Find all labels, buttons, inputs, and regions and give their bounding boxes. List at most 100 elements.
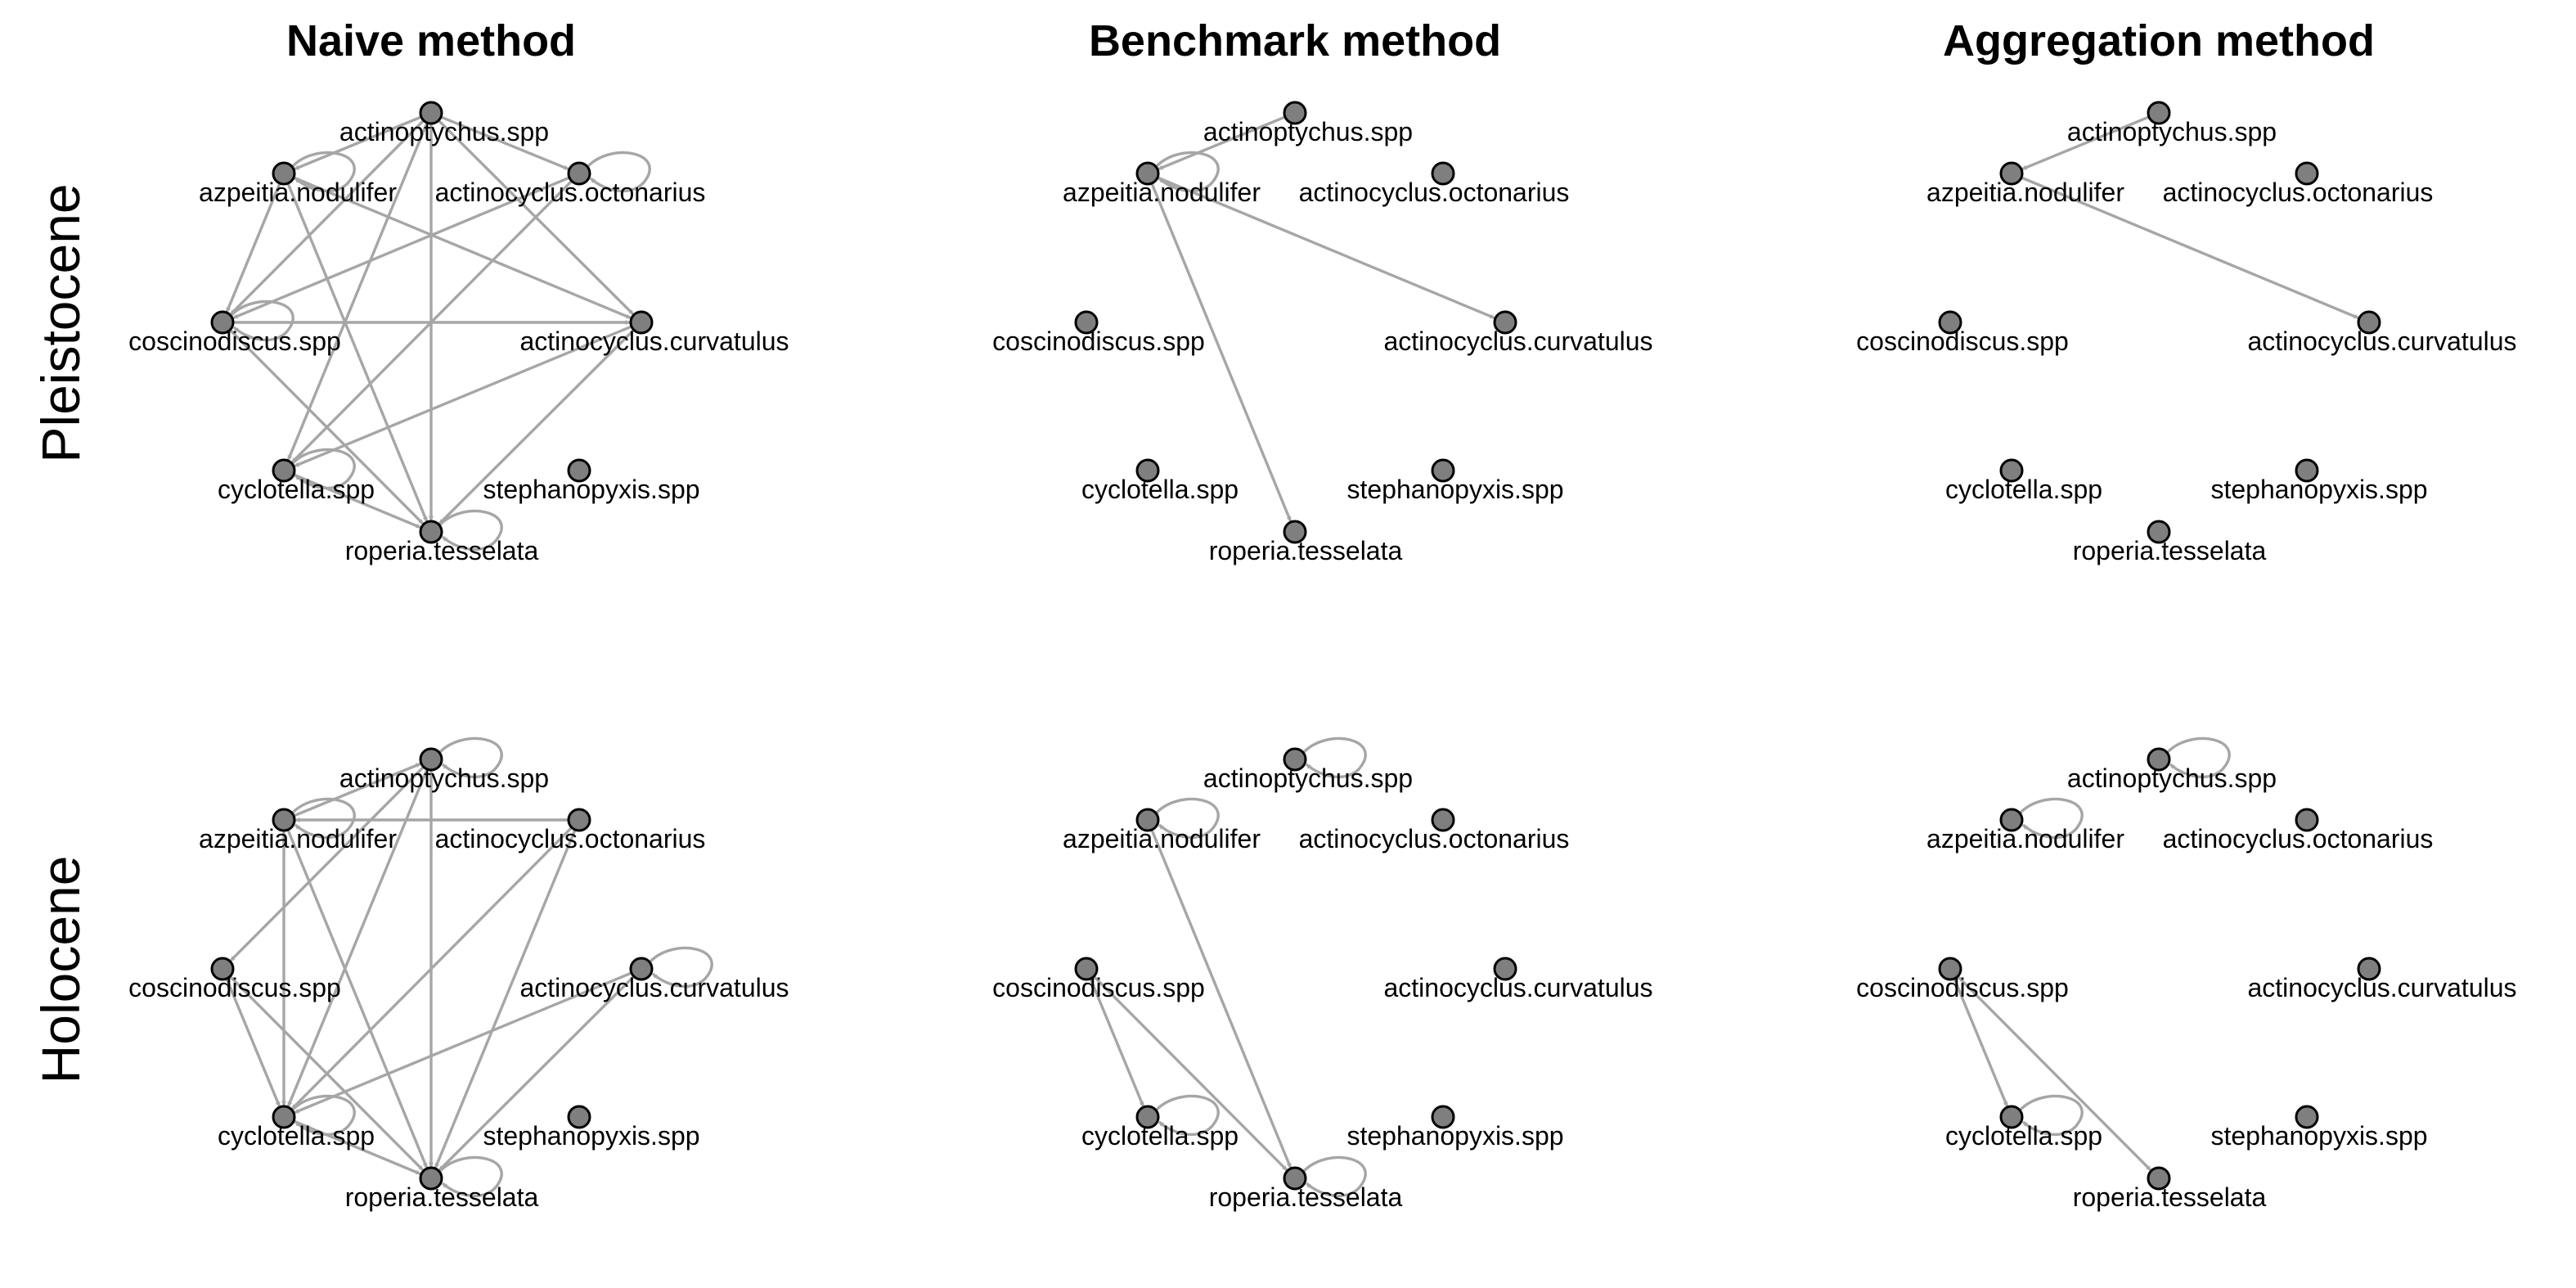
edge-cyc-to-rop bbox=[293, 1119, 421, 1176]
edge-azp-to-rop bbox=[1150, 829, 1292, 1169]
node-label-cos: coscinodiscus.spp bbox=[992, 327, 1205, 356]
node-label-cos: coscinodiscus.spp bbox=[1856, 973, 2069, 1002]
row-title-pleistocene: Pleistocene bbox=[30, 183, 91, 462]
node-label-cyc: cyclotella.spp bbox=[1945, 1121, 2102, 1151]
network-panel-pleistocene-benchmark: actinoptychus.spp azpeitia.nodulifer actin… bbox=[992, 101, 1653, 565]
self-loop-azp bbox=[2018, 797, 2084, 840]
node-act bbox=[419, 101, 443, 125]
edge-cos-to-rop bbox=[228, 975, 425, 1172]
node-label-ste: stephanopyxis.spp bbox=[1346, 1121, 1563, 1151]
network-panel-pleistocene-aggregation: actinoptychus.spp azpeitia.nodulifer actin… bbox=[1856, 101, 2517, 565]
node-label-oct: actinocyclus.octonarius bbox=[1299, 178, 1570, 207]
edge-act-to-cyc bbox=[286, 768, 429, 1107]
node-label-act: actinoptychus.spp bbox=[339, 763, 549, 793]
node-rop bbox=[419, 520, 443, 544]
node-oct bbox=[1431, 808, 1455, 832]
column-title-aggregation: Aggregation method bbox=[1943, 16, 2375, 65]
self-loop-oct bbox=[586, 151, 651, 193]
self-loop-cos bbox=[229, 299, 294, 342]
node-label-cyc: cyclotella.spp bbox=[218, 475, 375, 504]
node-oct bbox=[567, 808, 591, 832]
node-rop bbox=[2147, 1166, 2171, 1191]
edge-azp-to-cos bbox=[225, 182, 281, 313]
node-azp bbox=[1135, 808, 1160, 832]
node-label-rop: roperia.tesselata bbox=[345, 536, 539, 565]
node-label-azp: azpeitia.nodulifer bbox=[199, 178, 397, 207]
self-loop-act bbox=[438, 736, 503, 779]
node-azp bbox=[272, 161, 296, 186]
node-cos bbox=[210, 957, 235, 981]
edge-cos-to-rop bbox=[1956, 975, 2152, 1172]
edge-oct-to-cos bbox=[232, 176, 570, 320]
node-cyc bbox=[272, 1105, 296, 1129]
edge-cos-to-cyc bbox=[1953, 978, 2009, 1107]
node-label-oct: actinocyclus.octonarius bbox=[435, 824, 706, 853]
self-loop-rop bbox=[438, 1155, 503, 1198]
edge-azp-to-act bbox=[293, 762, 421, 817]
node-label-oct: actinocyclus.octonarius bbox=[2163, 824, 2434, 853]
node-cos bbox=[1938, 957, 1962, 981]
node-label-rop: roperia.tesselata bbox=[345, 1182, 539, 1212]
node-label-ste: stephanopyxis.spp bbox=[483, 1121, 699, 1151]
edge-act-to-cyc bbox=[286, 122, 429, 461]
node-cyc bbox=[1999, 458, 2024, 483]
node-rop bbox=[1283, 1166, 1307, 1191]
node-label-cur: actinocyclus.curvatulus bbox=[2247, 973, 2516, 1002]
node-label-cos: coscinodiscus.spp bbox=[992, 973, 1205, 1002]
self-loop-cyc bbox=[290, 448, 356, 490]
column-title-naive: Naive method bbox=[286, 16, 576, 65]
node-azp bbox=[1999, 808, 2024, 832]
node-label-rop: roperia.tesselata bbox=[1209, 1182, 1403, 1212]
node-act bbox=[1283, 101, 1307, 125]
edge-oct-to-cyc bbox=[290, 826, 573, 1110]
node-cos bbox=[1938, 310, 1962, 335]
node-cur bbox=[629, 957, 654, 981]
self-loop-cyc bbox=[2018, 1094, 2084, 1137]
node-label-cyc: cyclotella.spp bbox=[1081, 475, 1239, 504]
node-oct bbox=[1431, 161, 1455, 186]
node-label-ste: stephanopyxis.spp bbox=[1346, 475, 1563, 504]
node-ste bbox=[2295, 458, 2319, 483]
edge-act-to-cos bbox=[229, 119, 425, 316]
self-loop-rop bbox=[438, 509, 503, 552]
node-label-act: actinoptychus.spp bbox=[2067, 117, 2277, 146]
node-cos bbox=[1074, 310, 1099, 335]
node-cyc bbox=[272, 458, 296, 483]
node-ste bbox=[2295, 1105, 2319, 1129]
node-act bbox=[1283, 747, 1307, 772]
node-label-azp: azpeitia.nodulifer bbox=[1063, 178, 1261, 207]
node-label-act: actinoptychus.spp bbox=[1203, 117, 1413, 146]
edge-act-to-azp bbox=[2021, 115, 2150, 171]
node-cos bbox=[1074, 957, 1099, 981]
node-cur bbox=[1493, 310, 1517, 335]
node-azp bbox=[272, 808, 296, 832]
node-label-azp: azpeitia.nodulifer bbox=[199, 824, 397, 853]
node-azp bbox=[1999, 161, 2024, 186]
node-cur bbox=[2357, 957, 2381, 981]
edge-azp-to-rop bbox=[286, 829, 429, 1169]
edge-cur-to-rop bbox=[438, 328, 635, 525]
node-rop bbox=[1283, 520, 1307, 544]
node-label-ste: stephanopyxis.spp bbox=[2210, 475, 2427, 504]
edge-cos-to-cyc bbox=[1089, 978, 1145, 1107]
node-azp bbox=[1135, 161, 1160, 186]
node-label-oct: actinocyclus.octonarius bbox=[435, 178, 706, 207]
node-act bbox=[419, 747, 443, 772]
network-panels: actinoptychus.spp azpeitia.nodulifer actin… bbox=[128, 101, 2517, 1212]
node-label-cur: actinocyclus.curvatulus bbox=[1383, 973, 1652, 1002]
edge-cyc-to-rop bbox=[293, 473, 421, 529]
node-rop bbox=[419, 1166, 443, 1191]
node-cur bbox=[629, 310, 654, 335]
node-label-cyc: cyclotella.spp bbox=[218, 1121, 375, 1151]
node-label-cur: actinocyclus.curvatulus bbox=[519, 327, 789, 356]
node-label-azp: azpeitia.nodulifer bbox=[1063, 824, 1261, 853]
node-label-azp: azpeitia.nodulifer bbox=[1926, 178, 2124, 207]
node-label-cyc: cyclotella.spp bbox=[1945, 475, 2102, 504]
node-label-cyc: cyclotella.spp bbox=[1081, 1121, 1239, 1151]
node-cyc bbox=[1135, 1105, 1160, 1129]
node-label-rop: roperia.tesselata bbox=[1209, 536, 1403, 565]
node-oct bbox=[567, 161, 591, 186]
node-label-azp: azpeitia.nodulifer bbox=[1926, 824, 2124, 853]
edge-cur-to-cyc bbox=[294, 971, 632, 1115]
edge-azp-to-cur bbox=[1157, 176, 1495, 320]
